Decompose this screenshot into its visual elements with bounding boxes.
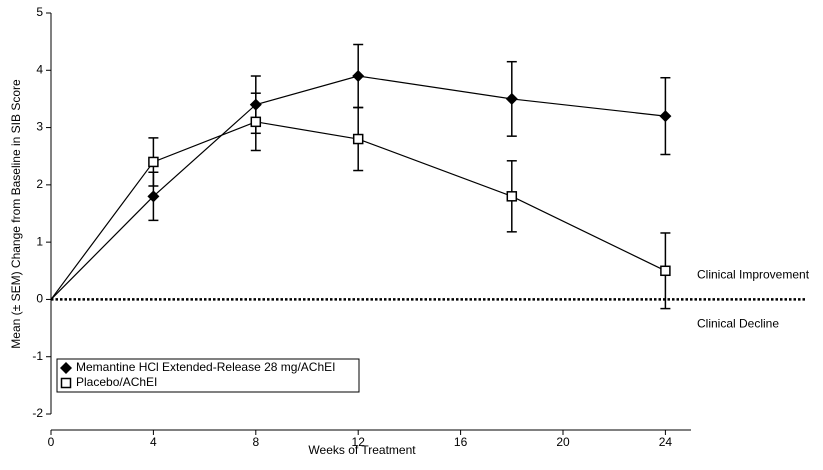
data-point <box>505 92 518 105</box>
legend-label: Memantine HCl Extended-Release 28 mg/ACh… <box>76 360 335 374</box>
x-tick-label: 20 <box>556 435 570 449</box>
data-point <box>659 110 672 123</box>
series-line <box>50 121 666 300</box>
x-tick-label: 4 <box>150 435 157 449</box>
x-tick-label: 12 <box>352 435 366 449</box>
data-point <box>506 191 518 202</box>
y-tick-label: 1 <box>36 234 43 248</box>
y-tick-label: 5 <box>36 5 43 19</box>
annotation: Clinical Decline <box>697 317 779 331</box>
data-point <box>147 190 160 203</box>
data-point <box>660 265 671 277</box>
y-axis-label: Mean (± SEM) Change from Baseline in SIB… <box>9 79 23 349</box>
y-tick-label: 0 <box>36 292 43 306</box>
y-tick-label: 3 <box>36 120 43 134</box>
x-tick-label: 16 <box>454 435 468 449</box>
annotation: Clinical Improvement <box>697 268 810 282</box>
x-tick-label: 8 <box>252 435 259 449</box>
legend-label: Placebo/AChEI <box>76 375 157 389</box>
legend-marker <box>60 362 72 374</box>
data-point <box>250 116 262 128</box>
y-tick-label: 4 <box>36 62 43 76</box>
legend-box <box>56 358 360 393</box>
y-tick-label: 2 <box>36 177 43 191</box>
series-line <box>50 75 666 300</box>
x-tick-label: 24 <box>659 435 673 449</box>
legend-marker <box>60 377 72 389</box>
legend: Memantine HCl Extended-Release 28 mg/ACh… <box>56 358 360 393</box>
data-point <box>352 133 364 145</box>
y-tick-label: -1 <box>32 349 43 363</box>
data-point <box>148 156 159 168</box>
x-axis-label: Weeks of Treatment <box>308 443 416 457</box>
x-tick-label: 0 <box>48 435 55 449</box>
data-point <box>352 70 365 83</box>
y-tick-label: -2 <box>32 406 43 420</box>
